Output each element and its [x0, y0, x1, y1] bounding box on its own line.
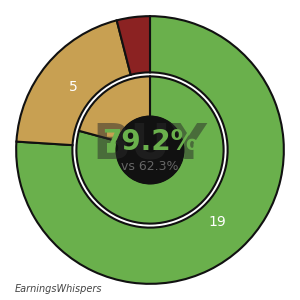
Text: EarningsWhispers: EarningsWhispers — [15, 284, 103, 294]
Wedge shape — [76, 76, 224, 224]
Text: 19: 19 — [209, 215, 227, 229]
Wedge shape — [16, 20, 131, 145]
Circle shape — [116, 116, 184, 184]
Text: 79.2%: 79.2% — [102, 128, 198, 156]
Wedge shape — [79, 76, 150, 141]
Text: 5: 5 — [69, 80, 78, 94]
Text: vs 62.3%: vs 62.3% — [121, 160, 179, 172]
Text: BUY: BUY — [93, 121, 207, 169]
Wedge shape — [16, 16, 284, 284]
Wedge shape — [117, 16, 150, 75]
